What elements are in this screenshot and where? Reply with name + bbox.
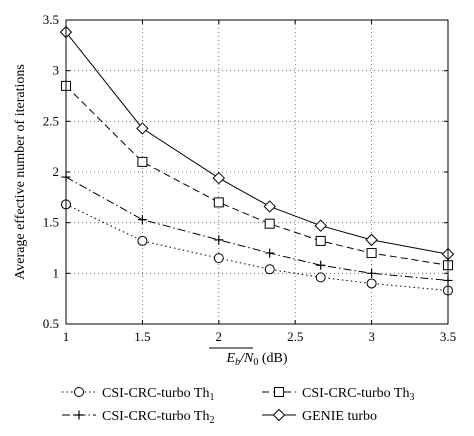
x-axis-label-main: E [226, 351, 236, 366]
data-point [314, 219, 327, 232]
y-tick-label: 1.5 [43, 215, 59, 230]
legend-label: CSI-CRC-turbo Th2 [102, 409, 214, 426]
data-point [214, 235, 224, 245]
x-axis-label-subscript: b [235, 357, 240, 368]
series-line [65, 85, 449, 266]
data-point [137, 235, 148, 246]
x-axis-label-text: Eb/N0 (dB) [226, 351, 288, 368]
legend-label-subscript: 3 [409, 392, 414, 403]
y-tick-label: 2.5 [43, 113, 59, 128]
grid-lines [66, 20, 448, 324]
data-point [137, 215, 147, 225]
legend-item: CSI-CRC-turbo Th3 [262, 386, 414, 403]
data-point [212, 171, 226, 185]
y-tick-label: 2 [53, 164, 60, 179]
legend-label: GENIE turbo [302, 409, 377, 424]
data-point [367, 268, 377, 278]
x-axis-label-subscript-2: 0 [253, 357, 258, 368]
legend-marker [274, 387, 284, 397]
y-tick-label: 0.5 [43, 316, 59, 331]
legend-marker [272, 408, 286, 422]
y-axis-label: Average effective number of iterations [13, 64, 28, 280]
data-point [316, 260, 326, 270]
data-point [213, 253, 224, 264]
legend-label-main: CSI-CRC-turbo Th [102, 409, 209, 424]
legend-label: CSI-CRC-turbo Th3 [302, 386, 414, 403]
legend-marker [74, 387, 84, 397]
series-line [65, 203, 449, 292]
x-tick-label: 1.5 [134, 329, 150, 344]
legend-label-subscript: 2 [209, 415, 214, 426]
x-tick-label: 3 [368, 329, 375, 344]
legend: CSI-CRC-turbo Th1 CSI-CRC-turbo Th3CSI-CR… [62, 386, 414, 426]
series-1 [61, 199, 453, 296]
data-point [264, 264, 275, 275]
data-point [137, 156, 148, 167]
x-tick-label: 1 [63, 329, 70, 344]
data-point [136, 122, 149, 135]
series-group [59, 25, 455, 296]
series-line [65, 176, 449, 281]
series-4 [59, 25, 455, 261]
tick-group: 1 1.5 2 2.5 3 3.5 0.5 1 1.5 2 2.5 3 3.5 [43, 12, 456, 344]
x-tick-label: 3.5 [440, 329, 456, 344]
x-axis-label-unit: (dB) [258, 351, 288, 366]
data-point [365, 233, 378, 247]
series-3 [61, 80, 453, 271]
legend-label-main: CSI-CRC-turbo Th [102, 386, 209, 401]
y-tick-label: 3.5 [43, 12, 59, 27]
legend-label-subscript: 1 [209, 392, 214, 403]
legend-label: CSI-CRC-turbo Th1 [102, 386, 214, 403]
data-point [366, 248, 377, 259]
x-axis-label: Eb/N0 (dB) [209, 347, 288, 368]
legend-item: GENIE turbo [262, 408, 377, 424]
legend-label-main: GENIE turbo [302, 409, 377, 424]
data-point [366, 278, 377, 289]
series-2 [61, 172, 453, 285]
x-tick-label: 2.5 [287, 329, 303, 344]
data-point [265, 248, 275, 258]
data-point [213, 197, 224, 208]
data-point [264, 218, 275, 229]
data-point [315, 235, 326, 246]
data-point [263, 200, 276, 213]
x-axis-label-slash: /N [239, 351, 254, 366]
legend-label-main: CSI-CRC-turbo Th [302, 386, 409, 401]
data-point [315, 272, 326, 283]
y-tick-label: 3 [53, 63, 60, 78]
legend-item: CSI-CRC-turbo Th2 [62, 409, 214, 426]
y-tick-label: 1 [53, 265, 60, 280]
x-tick-label: 2 [216, 329, 223, 344]
legend-marker [74, 410, 84, 420]
legend-item: CSI-CRC-turbo Th1 [62, 386, 214, 403]
